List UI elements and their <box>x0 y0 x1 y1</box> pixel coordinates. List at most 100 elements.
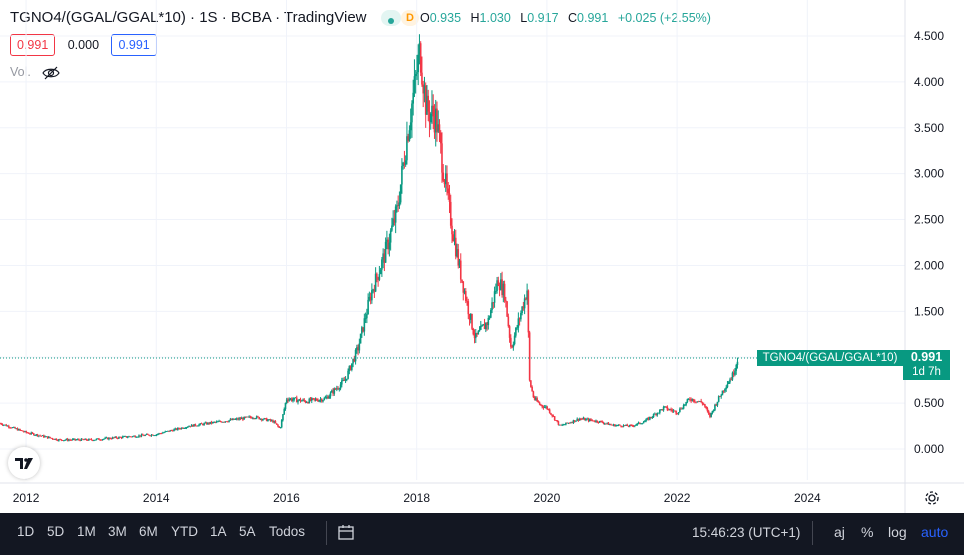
range-button-todos[interactable]: Todos <box>269 524 306 539</box>
y-tick-label: 0.500 <box>914 396 944 410</box>
candle-body <box>229 419 232 421</box>
candle-body <box>96 438 99 440</box>
range-button-1a[interactable]: 1A <box>210 524 227 539</box>
candle-body <box>86 440 89 441</box>
candle-body <box>78 439 80 441</box>
price-inputs: 0.991 0.000 0.991 <box>10 34 157 56</box>
candle-body <box>48 436 50 439</box>
candle-body <box>383 253 386 263</box>
percent-scale-button[interactable]: % <box>861 524 874 540</box>
candle-body <box>200 423 203 425</box>
candle-body <box>129 436 132 438</box>
adjust-button[interactable]: aj <box>834 524 845 540</box>
candle-body <box>11 427 14 429</box>
candle-body <box>438 124 441 133</box>
candle-body <box>587 418 590 422</box>
candle-body <box>12 427 15 428</box>
candle-body <box>641 423 644 425</box>
candle-body <box>414 73 417 77</box>
candle-body <box>119 436 121 438</box>
candle-body <box>408 130 411 141</box>
candle-body <box>707 411 710 414</box>
tradingview-logo-icon[interactable] <box>8 447 40 479</box>
candle-body <box>31 432 34 434</box>
candle-body <box>199 423 202 425</box>
candle-body <box>701 402 704 404</box>
open-label: O <box>420 11 430 25</box>
candle-body <box>522 306 525 309</box>
calendar-range-icon[interactable] <box>337 524 355 542</box>
candle-body <box>303 399 306 401</box>
symbol-title[interactable]: TGNO4/(GGAL/GGAL*10) · 1S · BCBA · Tradi… <box>10 9 367 26</box>
candle-body <box>602 422 605 424</box>
candle-body <box>83 439 85 441</box>
candle-body <box>681 408 684 410</box>
price-chart[interactable]: 2012 2014 2016 2018 2020 2022 2024 0.000 0.500 1… <box>0 0 964 513</box>
candle-body <box>555 420 557 421</box>
candle-body <box>582 418 585 420</box>
log-scale-button[interactable]: log <box>888 524 907 540</box>
candle-body <box>139 435 142 437</box>
candle-body <box>497 280 500 287</box>
candle-body <box>397 205 399 207</box>
timezone-clock[interactable]: 15:46:23 (UTC+1) <box>692 525 801 540</box>
high-label: H <box>470 11 480 25</box>
auto-scale-button[interactable]: auto <box>921 524 949 540</box>
range-button-1m[interactable]: 1M <box>77 524 96 539</box>
candle-body <box>456 249 458 257</box>
candle-body <box>457 249 460 266</box>
candle-body <box>670 409 672 411</box>
x-tick-label: 2024 <box>794 491 821 505</box>
range-button-1d[interactable]: 1D <box>17 524 35 539</box>
candle-body <box>106 437 109 440</box>
candle-body <box>553 416 556 421</box>
candle-body <box>462 281 465 293</box>
candle-body <box>493 291 496 303</box>
candle-body <box>665 406 667 408</box>
candle-body <box>485 323 487 330</box>
candle-body <box>645 419 647 422</box>
candle-body <box>300 400 303 402</box>
candle-body <box>500 279 502 290</box>
gear-icon[interactable] <box>923 489 941 507</box>
range-button-5a[interactable]: 5A <box>239 524 256 539</box>
candle-body <box>337 388 339 390</box>
candle-body <box>437 124 440 132</box>
candle-body <box>622 425 625 427</box>
candle-body <box>178 427 180 429</box>
candle-body <box>533 397 536 400</box>
candle-body <box>387 239 389 250</box>
candle-body <box>202 423 204 425</box>
market-status-badge[interactable] <box>381 10 401 26</box>
candle-body <box>351 363 353 370</box>
candle-body <box>520 312 522 320</box>
candle-body <box>193 424 195 427</box>
candle-body <box>644 421 646 423</box>
candle-body <box>170 430 173 432</box>
candle-body <box>550 413 552 415</box>
data-delay-badge[interactable]: D <box>401 10 419 26</box>
candle-body <box>463 291 466 293</box>
candle-body <box>596 420 599 423</box>
range-button-3m[interactable]: 3M <box>108 524 127 539</box>
range-button-ytd[interactable]: YTD <box>171 524 198 539</box>
candle-body <box>521 306 523 313</box>
candle-body <box>384 241 387 263</box>
eye-off-icon[interactable] <box>42 66 60 80</box>
bid-price-box[interactable]: 0.991 <box>10 34 56 56</box>
candle-body <box>651 416 654 418</box>
candle-body <box>672 410 675 412</box>
candle-body <box>466 300 468 302</box>
candle-body <box>318 400 321 402</box>
candle-body <box>25 431 28 433</box>
candle-body <box>159 433 162 435</box>
candle-body <box>517 318 520 328</box>
range-button-5d[interactable]: 5D <box>47 524 65 539</box>
candle-body <box>618 424 621 426</box>
candle-body <box>114 436 116 438</box>
candle-body <box>225 421 228 423</box>
candle-body <box>353 358 356 362</box>
candle-body <box>267 419 269 422</box>
range-button-6m[interactable]: 6M <box>139 524 158 539</box>
candle-body <box>727 382 730 384</box>
